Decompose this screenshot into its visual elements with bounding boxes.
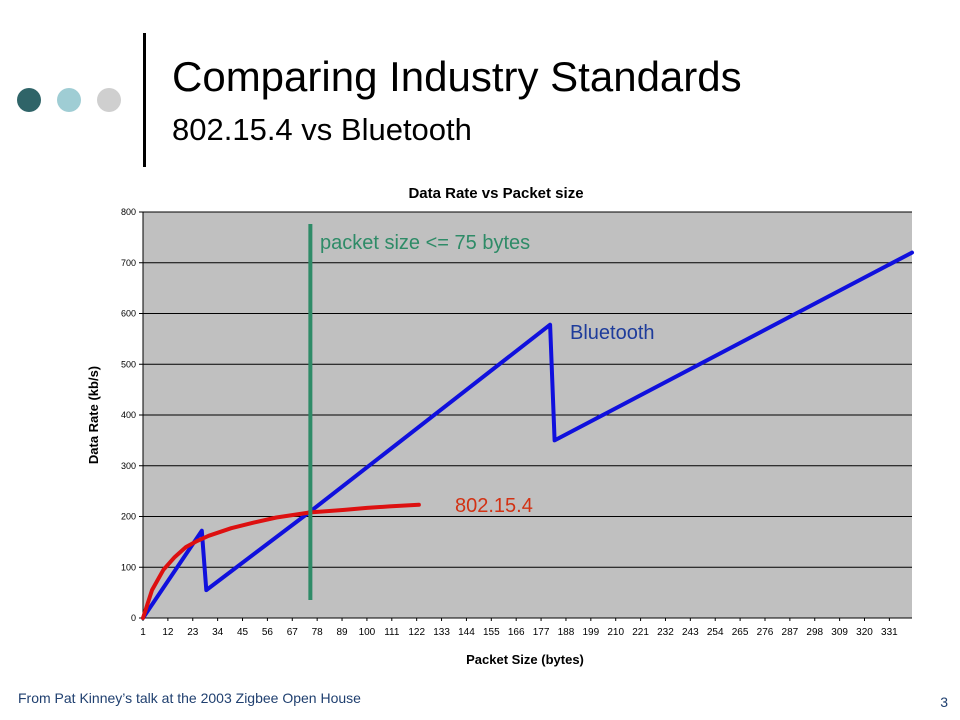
- x-tick-label: 221: [632, 627, 649, 638]
- x-tick-label: 298: [806, 627, 823, 638]
- x-tick-label: 34: [212, 627, 224, 638]
- x-tick-label: 56: [262, 627, 274, 638]
- x-tick-label: 276: [757, 627, 774, 638]
- x-tick-label: 100: [359, 627, 376, 638]
- y-tick-label: 800: [121, 207, 136, 217]
- y-tick-label: 300: [121, 461, 136, 471]
- y-tick-label: 100: [121, 562, 136, 572]
- x-tick-label: 78: [312, 627, 324, 638]
- y-tick-label: 700: [121, 258, 136, 268]
- x-tick-label: 177: [533, 627, 550, 638]
- y-axis-label: Data Rate (kb/s): [86, 366, 101, 464]
- y-tick-label: 400: [121, 410, 136, 420]
- x-tick-label: 144: [458, 627, 475, 638]
- x-tick-label: 320: [856, 627, 873, 638]
- x-tick-label: 243: [682, 627, 699, 638]
- bullet-dot-gray: [97, 88, 121, 112]
- x-tick-label: 67: [287, 627, 299, 638]
- series-line-802-15-4: [141, 502, 421, 620]
- x-tick-label: 254: [707, 627, 724, 638]
- x-tick-label: 188: [558, 627, 575, 638]
- x-tick-label: 210: [607, 627, 624, 638]
- x-tick-label: 23: [187, 627, 199, 638]
- bullet-dot-teal: [57, 88, 81, 112]
- x-tick-label: 111: [384, 627, 400, 638]
- x-tick-label: 122: [408, 627, 425, 638]
- x-tick-label: 287: [782, 627, 799, 638]
- y-tick-label: 200: [121, 512, 136, 522]
- slide-subtitle: 802.15.4 vs Bluetooth: [172, 112, 472, 147]
- x-tick-label: 133: [433, 627, 450, 638]
- x-tick-label: 309: [831, 627, 848, 638]
- chart-title: Data Rate vs Packet size: [408, 185, 583, 202]
- x-tick-label: 89: [336, 627, 348, 638]
- x-tick-label: 232: [657, 627, 674, 638]
- x-tick-label: 265: [732, 627, 749, 638]
- annotation-bluetooth: Bluetooth: [570, 322, 655, 344]
- x-tick-label: 166: [508, 627, 525, 638]
- x-axis-label: Packet Size (bytes): [466, 652, 584, 667]
- y-tick-label: 500: [121, 359, 136, 369]
- y-tick-label: 0: [131, 613, 136, 623]
- source-footer: From Pat Kinney’s talk at the 2003 Zigbe…: [18, 690, 361, 706]
- x-tick-label: 155: [483, 627, 500, 638]
- x-tick-label: 12: [162, 627, 174, 638]
- x-tick-label: 1: [140, 627, 146, 638]
- annotation-packet-size: packet size <= 75 bytes: [320, 232, 530, 254]
- page-number: 3: [940, 694, 948, 710]
- annotation-802-15-4: 802.15.4: [455, 495, 533, 517]
- x-tick-label: 331: [881, 627, 898, 638]
- bullet-dot-dark: [17, 88, 41, 112]
- x-tick-label: 199: [582, 627, 599, 638]
- title-divider: [143, 33, 146, 167]
- x-tick-label: 45: [237, 627, 249, 638]
- slide-title: Comparing Industry Standards: [172, 53, 742, 100]
- y-tick-label: 600: [121, 309, 136, 319]
